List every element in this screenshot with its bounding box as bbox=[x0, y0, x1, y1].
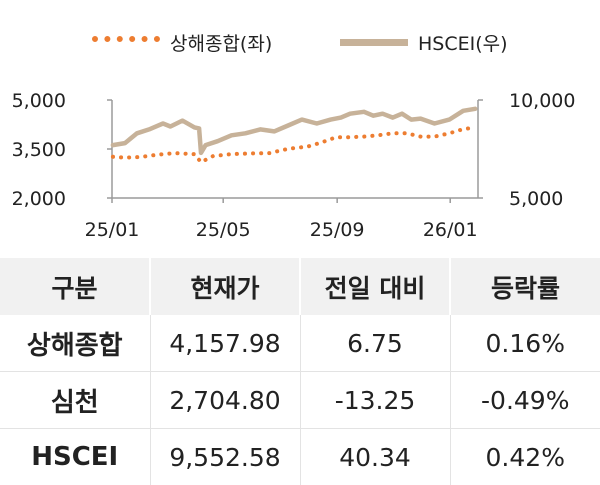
change-cell: 40.34 bbox=[300, 429, 450, 485]
table-row: 심천 2,704.80 -13.25 -0.49% bbox=[0, 372, 600, 429]
change-rate-cell: 0.42% bbox=[450, 429, 600, 485]
index-name-cell: 상해종합 bbox=[0, 315, 150, 372]
column-header: 등락률 bbox=[450, 258, 600, 315]
change-rate-cell: -0.49% bbox=[450, 372, 600, 429]
quote-table: 구분 현재가 전일 대비 등락률 상해종합 4,157.98 6.75 0.16… bbox=[0, 258, 600, 485]
y-right-tick-label: 10,000 bbox=[509, 90, 575, 112]
index-name-cell: 심천 bbox=[0, 372, 150, 429]
column-header: 현재가 bbox=[150, 258, 300, 315]
change-cell: -13.25 bbox=[300, 372, 450, 429]
y-left-tick-label: 2,000 bbox=[12, 188, 66, 210]
table-row: HSCEI 9,552.58 40.34 0.42% bbox=[0, 429, 600, 485]
y-left-tick-label: 5,000 bbox=[12, 90, 66, 112]
x-tick-label: 25/01 bbox=[85, 219, 140, 241]
price-cell: 4,157.98 bbox=[150, 315, 300, 372]
x-tick-label: 25/09 bbox=[310, 219, 365, 241]
column-header: 전일 대비 bbox=[300, 258, 450, 315]
column-header: 구분 bbox=[0, 258, 150, 315]
table-header-row: 구분 현재가 전일 대비 등락률 bbox=[0, 258, 600, 315]
table-row: 상해종합 4,157.98 6.75 0.16% bbox=[0, 315, 600, 372]
y-right-tick-label: 5,000 bbox=[509, 188, 563, 210]
price-cell: 9,552.58 bbox=[150, 429, 300, 485]
index-name-cell: HSCEI bbox=[0, 429, 150, 485]
y-left-tick-label: 3,500 bbox=[12, 139, 66, 161]
change-rate-cell: 0.16% bbox=[450, 315, 600, 372]
x-tick-label: 25/05 bbox=[196, 219, 251, 241]
change-cell: 6.75 bbox=[300, 315, 450, 372]
price-cell: 2,704.80 bbox=[150, 372, 300, 429]
line-chart: 5,000 3,500 2,000 10,000 5,000 25/01 25/05 25/0… bbox=[0, 0, 600, 258]
x-tick-label: 26/01 bbox=[423, 219, 478, 241]
series-line-shanghai bbox=[113, 128, 475, 163]
series-line-hscei bbox=[113, 109, 475, 153]
